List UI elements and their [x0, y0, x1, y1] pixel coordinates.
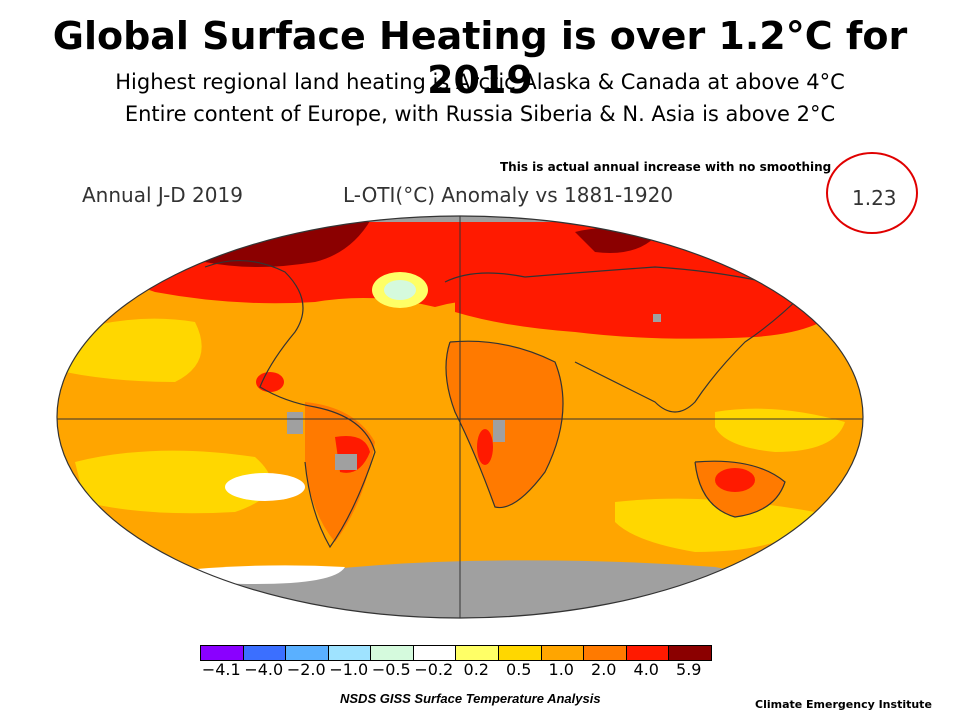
legend-tick: 0.5 — [506, 660, 532, 679]
subtitle-europe: Entire content of Europe, with Russia Si… — [124, 102, 836, 126]
map-period-label: Annual J-D 2019 — [82, 183, 243, 207]
legend-swatch — [499, 646, 542, 660]
legend-swatch — [328, 646, 372, 660]
legend-swatch — [541, 646, 585, 660]
legend-tick: −0.5 — [371, 660, 411, 679]
legend-swatch — [456, 646, 500, 660]
legend-tick: −4.1 — [201, 660, 241, 679]
legend-swatch — [413, 646, 457, 660]
smoothing-note: This is actual annual increase with no s… — [500, 160, 832, 174]
data-source: NSDS GISS Surface Temperature Analysis — [340, 691, 601, 706]
legend-tick: −0.2 — [414, 660, 454, 679]
legend-swatch — [371, 646, 414, 660]
legend-tick: 4.0 — [633, 660, 659, 679]
institute-credit: Climate Emergency Institute — [755, 698, 932, 711]
color-scale-legend — [200, 645, 712, 661]
page-title: Global Surface Heating is over 1.2°C for… — [52, 14, 908, 102]
map-anomaly-label: L-OTI(°C) Anomaly vs 1881-1920 — [343, 183, 674, 207]
highlight-circle — [826, 152, 918, 234]
legend-swatch — [286, 646, 329, 660]
legend-tick: 5.9 — [676, 660, 702, 679]
legend-tick: 1.0 — [548, 660, 574, 679]
temperature-anomaly-map — [56, 215, 864, 619]
legend-swatch — [243, 646, 287, 660]
legend-tick: −1.0 — [329, 660, 369, 679]
legend-tick: −2.0 — [286, 660, 326, 679]
legend-tick: 2.0 — [591, 660, 617, 679]
legend-swatch — [669, 646, 711, 660]
subtitle-arctic: Highest regional land heating is Arctic … — [115, 70, 845, 94]
legend-swatch — [626, 646, 670, 660]
legend-tick: 0.2 — [463, 660, 489, 679]
legend-swatch — [584, 646, 627, 660]
legend-tick: −4.0 — [244, 660, 284, 679]
legend-tick-labels: −4.1 −4.0 −2.0 −1.0 −0.5 −0.2 0.2 0.5 1.0 2.0 4.0 5… — [170, 660, 750, 682]
legend-swatch — [201, 646, 244, 660]
